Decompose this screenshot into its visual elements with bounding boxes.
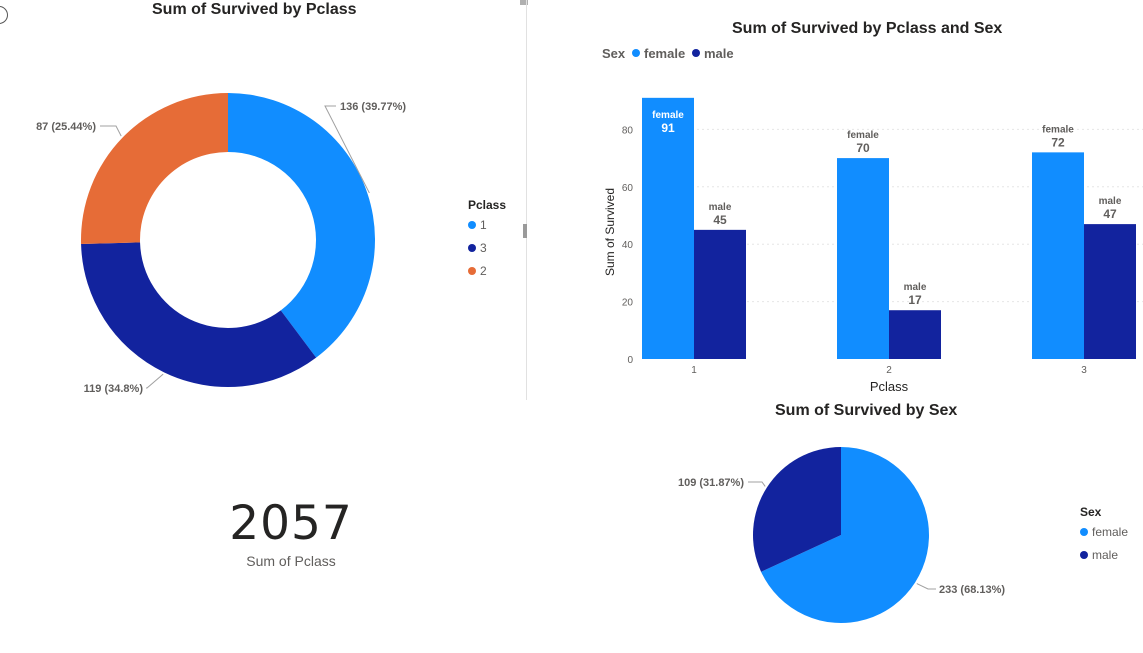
leader-line-1 bbox=[324, 105, 370, 194]
bar-male-2 bbox=[889, 310, 941, 359]
legend-title: Pclass bbox=[468, 198, 506, 212]
slice-2 bbox=[81, 93, 228, 245]
y-tick-60: 60 bbox=[622, 183, 634, 194]
data-label-value-female-1: 91 bbox=[661, 121, 675, 135]
visual-divider bbox=[526, 0, 527, 400]
kpi-value: 2057 bbox=[229, 496, 353, 551]
legend-marker-female bbox=[1080, 528, 1088, 536]
slice-female bbox=[761, 447, 929, 623]
bar-female-2 bbox=[837, 158, 889, 359]
data-label-value-male-3: 47 bbox=[1103, 207, 1117, 221]
data-label-name-female-3: female bbox=[1042, 124, 1074, 135]
data-label-value-male-2: 17 bbox=[908, 293, 922, 307]
data-label-name-female-2: female bbox=[847, 130, 879, 141]
y-tick-80: 80 bbox=[622, 125, 634, 136]
slice-male bbox=[753, 447, 841, 572]
legend-marker-female bbox=[632, 49, 640, 57]
clustered-bar-chart[interactable]: Sex female male 0 20 40 60 80 Sum of Survived fem… bbox=[530, 40, 1143, 400]
y-axis-label: Sum of Survived bbox=[603, 188, 617, 276]
kpi-label: Sum of Pclass bbox=[246, 553, 336, 569]
legend-marker-3 bbox=[468, 244, 476, 252]
y-tick-40: 40 bbox=[622, 240, 634, 251]
resize-handle-top[interactable] bbox=[520, 0, 528, 5]
legend-title: Sex bbox=[602, 46, 626, 61]
resize-handle[interactable] bbox=[523, 224, 527, 238]
legend-marker-male bbox=[692, 49, 700, 57]
bar-chart-title: Sum of Survived by Pclass and Sex bbox=[732, 20, 1003, 37]
data-label-female: 233 (68.13%) bbox=[939, 584, 1005, 596]
focus-mode-icon[interactable] bbox=[0, 6, 8, 24]
bar-female-1 bbox=[642, 97, 694, 359]
legend-label-female: female bbox=[1092, 525, 1128, 539]
x-tick-1: 1 bbox=[691, 365, 697, 376]
data-label-name-male-1: male bbox=[709, 202, 732, 213]
legend-label-1: 1 bbox=[480, 218, 487, 232]
leader-line-male bbox=[748, 481, 766, 487]
legend-label-male: male bbox=[704, 46, 734, 61]
leader-line-2 bbox=[100, 125, 122, 137]
legend-label-female: female bbox=[644, 46, 685, 61]
bar-male-1 bbox=[694, 229, 746, 359]
data-label-value-female-3: 72 bbox=[1051, 135, 1065, 149]
pie-chart[interactable]: 233 (68.13%) 109 (31.87%) Sex female male bbox=[600, 425, 1143, 653]
data-label-name-female-1: female bbox=[652, 110, 684, 121]
data-label-value-male-1: 45 bbox=[713, 213, 727, 227]
pie-chart-title: Sum of Survived by Sex bbox=[775, 402, 958, 419]
data-label-name-male-2: male bbox=[904, 282, 927, 293]
data-label-value-female-2: 70 bbox=[856, 141, 870, 155]
legend-label-male: male bbox=[1092, 548, 1118, 562]
slice-1 bbox=[228, 93, 375, 358]
slice-3 bbox=[81, 242, 317, 387]
legend-title: Sex bbox=[1080, 505, 1102, 519]
bar-male-3 bbox=[1084, 224, 1136, 359]
x-tick-2: 2 bbox=[886, 365, 892, 376]
leader-line-female bbox=[916, 583, 936, 590]
y-tick-20: 20 bbox=[622, 298, 634, 309]
data-label-name-male-3: male bbox=[1099, 196, 1122, 207]
donut-chart-title: Sum of Survived by Pclass bbox=[152, 1, 357, 18]
data-label-3: 119 (34.8%) bbox=[84, 383, 144, 395]
donut-chart[interactable]: 136 (39.77%) 119 (34.8%) 87 (25.44%) Pclass… bbox=[0, 30, 520, 405]
x-tick-3: 3 bbox=[1081, 365, 1087, 376]
data-label-1: 136 (39.77%) bbox=[340, 101, 406, 113]
y-tick-0: 0 bbox=[627, 355, 633, 366]
legend-label-3: 3 bbox=[480, 241, 487, 255]
bar-female-3 bbox=[1032, 152, 1084, 359]
data-label-2: 87 (25.44%) bbox=[36, 121, 96, 133]
legend-label-2: 2 bbox=[480, 264, 487, 278]
legend-marker-1 bbox=[468, 221, 476, 229]
data-label-male: 109 (31.87%) bbox=[678, 477, 744, 489]
legend-marker-2 bbox=[468, 267, 476, 275]
leader-line-3 bbox=[146, 373, 164, 389]
x-axis-label: Pclass bbox=[870, 379, 909, 394]
legend-marker-male bbox=[1080, 551, 1088, 559]
